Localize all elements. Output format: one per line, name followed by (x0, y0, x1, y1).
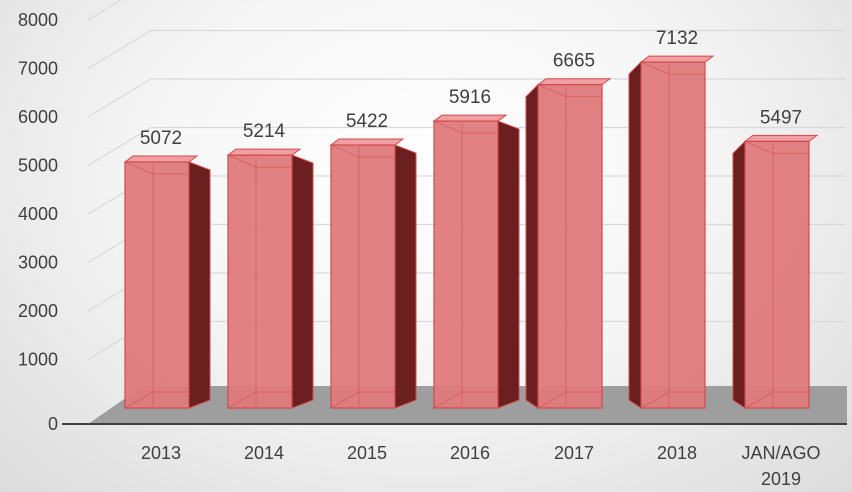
bar-inner-top (640, 61, 705, 75)
y-tick-label: 0 (48, 414, 58, 434)
x-category-label: 2015 (347, 443, 387, 463)
bar-front (124, 161, 190, 409)
bar-side (291, 154, 314, 409)
bar-7 (732, 134, 819, 409)
bar-inner-top (537, 84, 602, 98)
x-category-label: 2018 (657, 443, 697, 463)
bar-1 (123, 155, 211, 409)
bar-side (497, 120, 520, 409)
bar-side (628, 60, 642, 409)
bar-side (732, 140, 746, 409)
y-tick-label: 7000 (18, 59, 58, 79)
bar-side (188, 161, 211, 409)
bar-3 (329, 138, 417, 409)
y-tick-label: 4000 (18, 204, 58, 224)
bar-inner-base (640, 391, 705, 409)
x-category-label: 2013 (141, 443, 181, 463)
bar-top (639, 55, 715, 63)
bar-side (525, 83, 539, 409)
x-category-label: 2016 (450, 443, 490, 463)
bar-front (227, 154, 293, 409)
gridline (87, 126, 845, 167)
bar-inner-base (330, 391, 395, 409)
bar-inner-base (124, 391, 189, 409)
y-tick-label: 1000 (18, 350, 58, 370)
bar-top (743, 134, 819, 142)
bar-inner-base (537, 391, 602, 409)
x-category-label: 2017 (554, 443, 594, 463)
x-axis-categories: 2013 2014 2015 2016 2017 2018 JAN/AGO 2019 (141, 443, 821, 489)
bar-front (640, 61, 706, 409)
data-label: 5422 (346, 111, 388, 132)
gridline (87, 78, 845, 118)
bar-inner-top (744, 140, 809, 154)
data-label: 5214 (243, 121, 286, 142)
y-axis-ticks: 0 1000 2000 3000 4000 5000 6000 7000 8000 (18, 10, 58, 434)
y-tick-label: 2000 (18, 301, 58, 321)
bar-inner-top (330, 144, 395, 158)
data-label: 6665 (553, 51, 595, 72)
bar-inner-base (227, 391, 292, 409)
x-category-label: JAN/AGO (741, 443, 820, 463)
bar-inner-top (227, 154, 292, 168)
bar-inner-top (433, 120, 498, 134)
bar-6 (628, 55, 715, 409)
y-tick-label: 3000 (18, 253, 58, 273)
bar-front (433, 120, 499, 409)
data-label: 7132 (656, 28, 698, 49)
bar-front (330, 144, 396, 409)
bar-front (744, 140, 810, 409)
bar-4 (432, 114, 520, 409)
data-label: 5497 (760, 107, 802, 128)
y-tick-label: 5000 (18, 156, 58, 176)
bar-top (536, 78, 612, 86)
data-label: 5072 (140, 128, 182, 149)
bar-front (537, 84, 603, 409)
y-tick-label: 6000 (18, 107, 58, 127)
bar-2 (226, 148, 314, 409)
bar-top (432, 114, 508, 122)
bar-inner-top (124, 161, 189, 175)
gridline (87, 0, 123, 21)
bar-top (329, 138, 405, 146)
x-category-label: 2014 (244, 443, 284, 463)
bar-top (123, 155, 199, 163)
bar-inner-base (433, 391, 498, 409)
bar-top (226, 148, 302, 156)
bar-inner-base (744, 391, 809, 409)
x-category-label: 2019 (761, 469, 801, 489)
bar-side (394, 144, 417, 409)
y-tick-label: 8000 (18, 10, 58, 30)
data-label: 5916 (449, 87, 491, 108)
bars (123, 55, 819, 409)
gridline (87, 29, 845, 70)
data-labels: 5072 5214 5422 5916 6665 7132 5497 (140, 28, 802, 149)
bar-5 (525, 78, 612, 409)
